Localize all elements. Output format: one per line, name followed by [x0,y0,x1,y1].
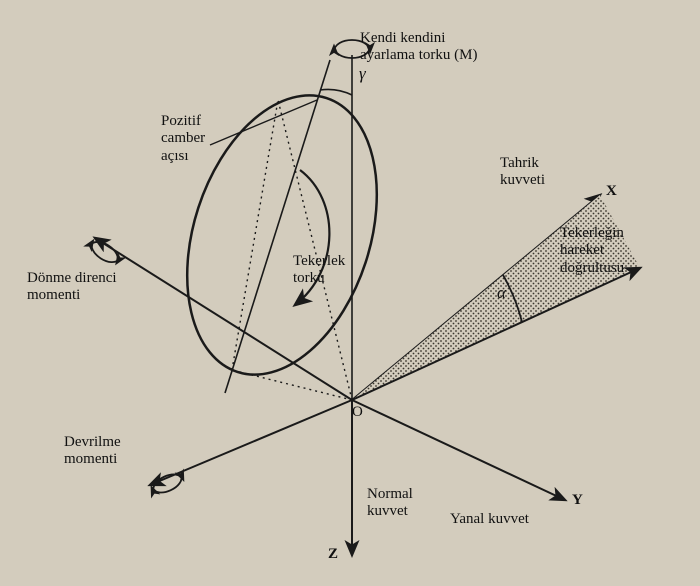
normal-force-label: Normal kuvvet [367,486,413,521]
drive-force-label: Tahrik kuvveti [500,155,545,190]
gamma-symbol: γ [359,64,366,84]
self-aligning-torque-label: Kendi kendini ayarlama torku (M) [360,30,477,65]
lateral-force-label: Yanal kuvvet [450,511,529,528]
z-axis-label: Z [328,546,338,563]
x-axis-label: X [606,183,617,200]
camber-angle-label: Pozitif camber açısı [161,113,205,165]
origin-label: O [352,404,363,421]
y-axis-label: Y [572,492,583,509]
overturning-moment-label: Devrilme momenti [64,434,121,469]
travel-direction-label: Tekerleğin hareket doğrultusu [560,225,624,277]
wheel-torque-label: Tekerlek torku [293,253,345,288]
alpha-symbol: α [497,283,506,303]
rolling-resistance-label: Dönme direnci momenti [27,270,117,305]
